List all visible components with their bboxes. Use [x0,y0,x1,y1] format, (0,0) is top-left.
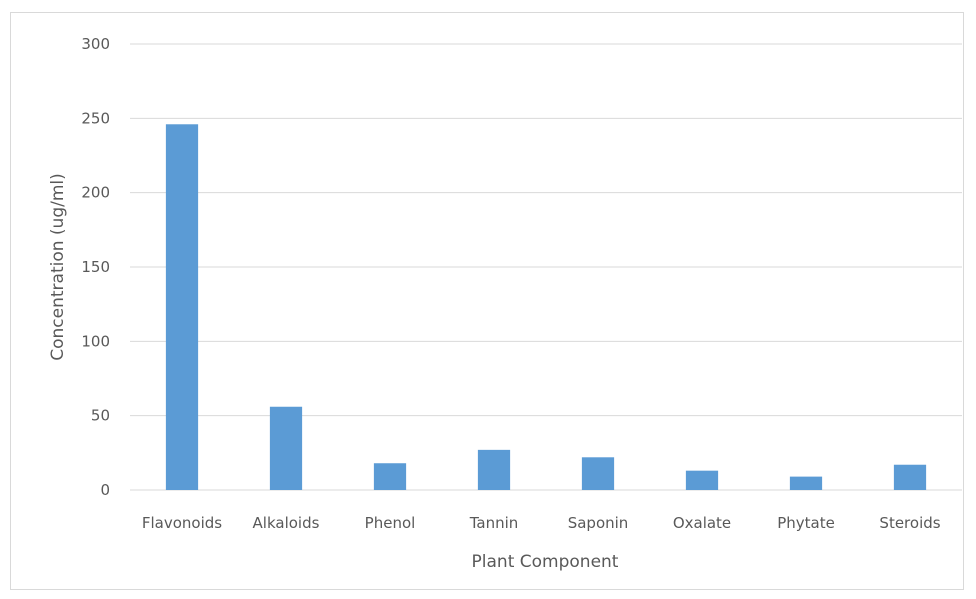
bar-phytate [789,476,823,490]
bar-alkaloids [269,406,303,490]
bar-flavonoids [165,124,199,490]
y-tick-label: 200 [81,184,110,202]
bar-saponin [581,457,615,490]
x-tick-label: Flavonoids [142,514,222,532]
x-tick-label: Steroids [879,514,940,532]
x-tick-label: Phytate [777,514,835,532]
x-tick-labels: Flavonoids Alkaloids Phenol Tannin Saponin Ox… [142,514,941,532]
x-tick-label: Tannin [469,514,519,532]
bar-tannin [477,449,511,490]
y-tick-label: 50 [91,407,110,425]
bar-oxalate [685,470,719,490]
bars [165,124,927,490]
y-axis-title: Concentration (ug/ml) [48,173,68,361]
gridlines [130,43,962,491]
y-tick-label: 300 [81,35,110,53]
x-axis-title: Plant Component [472,552,619,572]
x-tick-label: Alkaloids [253,514,320,532]
y-tick-label: 250 [81,109,110,127]
x-tick-label: Phenol [365,514,416,532]
x-tick-label: Saponin [568,514,629,532]
y-tick-label: 100 [81,332,110,350]
bar-phenol [373,463,407,490]
y-tick-labels: 0 50 100 150 200 250 300 [81,35,110,499]
x-tick-label: Oxalate [673,514,731,532]
bar-steroids [893,464,927,490]
y-tick-label: 0 [100,481,110,499]
y-tick-label: 150 [81,258,110,276]
